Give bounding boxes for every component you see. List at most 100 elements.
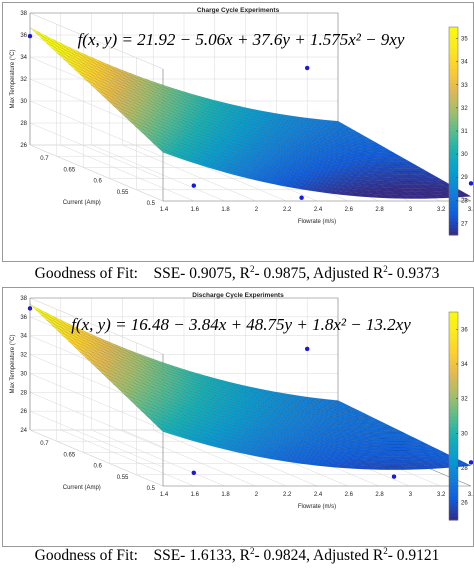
colorbar-step — [449, 332, 458, 337]
fitted-surface — [29, 304, 472, 470]
colorbar-step — [449, 509, 458, 514]
x-gridline — [60, 298, 194, 487]
colorbar-step — [449, 374, 458, 379]
surface-patch — [435, 451, 450, 456]
gof-sse: SSE- 0.9075, — [153, 265, 236, 283]
gof-r2-prefix: R — [239, 547, 250, 565]
colorbar-step — [449, 110, 458, 115]
chart-title: Charge Cycle Experiments — [197, 7, 280, 14]
colorbar-step — [449, 384, 458, 389]
colorbar-step — [449, 364, 458, 368]
colorbar-border — [448, 311, 459, 521]
x-tick-label: 2.6 — [345, 207, 354, 213]
colorbar-step — [449, 120, 458, 125]
chart-title: Discharge Cycle Experiments — [192, 292, 284, 299]
data-point — [191, 183, 197, 188]
colorbar-step — [449, 339, 458, 344]
colorbar-step — [449, 422, 458, 427]
z-tick-label: 28 — [20, 121, 27, 127]
colorbar-step — [449, 353, 458, 358]
colorbar-tick-label: 33 — [461, 83, 468, 89]
colorbar-step — [449, 322, 458, 327]
colorbar-tick-label: 30 — [461, 431, 468, 437]
gof-r2-sup: 2 — [249, 546, 255, 556]
colorbar-step — [449, 148, 458, 153]
z-axis-label: Max Temperature (°C) — [10, 335, 16, 394]
x-tick-label: 1.4 — [160, 492, 169, 498]
colorbar-step — [449, 350, 458, 355]
y-tick-label: 0.6 — [93, 179, 102, 185]
y-tick-label: 0.5 — [147, 201, 156, 207]
y-tick-label: 0.55 — [117, 475, 129, 481]
colorbar-step — [449, 179, 458, 184]
x-gridline — [91, 13, 225, 202]
colorbar-step — [449, 492, 458, 497]
colorbar-step — [449, 221, 458, 226]
z-tick-label: 32 — [20, 353, 27, 359]
surface-patch — [402, 435, 416, 439]
colorbar-tick-label: 36 — [461, 327, 468, 333]
x-tick-label: 2.2 — [283, 492, 292, 498]
x-tick-label: 3.2 — [437, 207, 446, 213]
colorbar-step — [449, 409, 458, 414]
data-point — [468, 460, 473, 465]
surface-patch — [335, 123, 350, 128]
data-points — [27, 33, 473, 200]
z-tick-label: 38 — [20, 11, 27, 17]
colorbar-step — [449, 113, 458, 118]
colorbar-step — [449, 72, 458, 77]
data-point — [191, 470, 197, 476]
colorbar-step — [449, 513, 458, 518]
y-axis: 0.5 0.55 0.6 0.65 0.7 Current (Amp) — [40, 441, 155, 492]
discharge-chart-panel: 1.4 1.6 1.8 2 2.2 2.4 2.6 2.8 3 3.2 3.4 Flowrate (m… — [2, 287, 474, 547]
colorbar-step — [449, 495, 458, 500]
colorbar-step — [449, 450, 458, 455]
surface-patch — [457, 462, 472, 467]
colorbar-step — [449, 377, 458, 382]
colorbar-tick-label: 30 — [461, 152, 468, 158]
gof-r2-value: - 0.9824, — [254, 547, 310, 565]
colorbar-step — [449, 447, 458, 452]
colorbar-step — [449, 231, 458, 236]
colorbar-step — [449, 391, 458, 396]
colorbar-step — [449, 440, 458, 445]
colorbar-step — [449, 131, 458, 135]
colorbar-step — [449, 478, 458, 483]
colorbar-step — [449, 92, 458, 97]
x-tick-label: 2.8 — [375, 492, 384, 498]
x-axis: 1.4 1.6 1.8 2 2.2 2.4 2.6 2.8 3 3.2 3.4 Flowrate (m… — [160, 492, 473, 510]
colorbar-step — [449, 370, 458, 375]
colorbar-step — [449, 329, 458, 334]
x-axis: 1.4 1.6 1.8 2 2.2 2.4 2.6 2.8 3 3.2 3.4 Flowrate (m… — [160, 207, 473, 225]
surface-patch — [391, 430, 405, 434]
charge-chart-panel: 1.4 1.6 1.8 2 2.2 2.4 2.6 2.8 3 3.2 3.4 Flowrate (m… — [2, 2, 474, 262]
colorbar-step — [449, 346, 458, 351]
colorbar-step — [449, 186, 458, 191]
colorbar-tick-label: 28 — [461, 466, 468, 472]
fitted-surface — [29, 27, 472, 199]
colorbar-step — [449, 436, 458, 441]
data-point — [27, 33, 33, 39]
colorbar-step — [449, 54, 458, 59]
surface-patch — [429, 449, 444, 453]
x-tick-label: 2.8 — [375, 207, 384, 213]
surface-patch — [390, 155, 405, 159]
colorbar-step — [449, 51, 458, 56]
x-gridline — [60, 13, 194, 202]
z-axis: 24 26 28 30 32 34 36 38 Max Temperature (°C) — [10, 296, 28, 434]
z-axis-label: Max Temperature (°C) — [10, 50, 16, 109]
colorbar-step — [449, 99, 458, 104]
colorbar-step — [449, 68, 458, 73]
colorbar-step — [449, 210, 458, 215]
colorbar-step — [449, 47, 458, 52]
x-gridline — [152, 298, 287, 487]
surface-patch — [380, 424, 394, 428]
surface-patch — [418, 443, 433, 448]
data-point — [305, 65, 310, 71]
colorbar-step — [449, 103, 458, 108]
charge-surface-plot: 1.4 1.6 1.8 2 2.2 2.4 2.6 2.8 3 3.2 3.4 Flowrate (m… — [10, 7, 473, 236]
colorbar-step — [449, 312, 458, 316]
gof-adj-value: - 0.9121 — [387, 547, 440, 565]
surface-patch — [407, 164, 422, 169]
z-tick-label: 34 — [20, 55, 27, 61]
